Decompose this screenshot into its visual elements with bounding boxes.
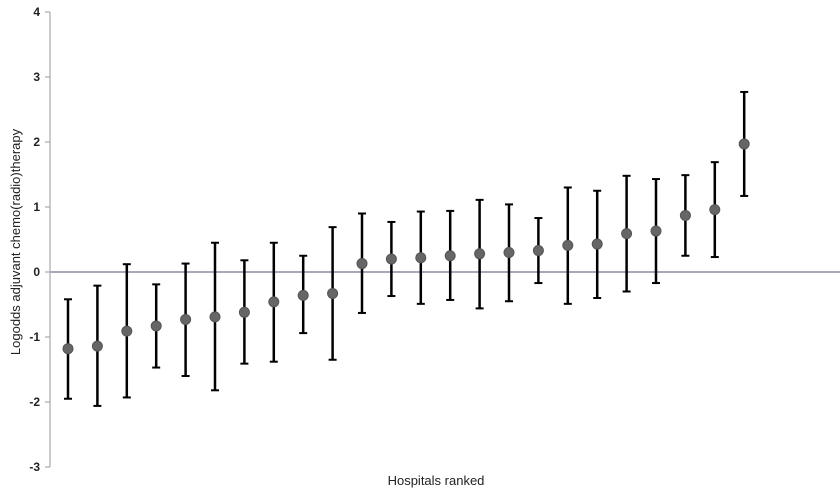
point-estimate [150, 320, 162, 332]
point-estimate [532, 245, 544, 257]
point-estimate [121, 325, 133, 337]
point-estimate [385, 253, 397, 265]
point-estimate [503, 247, 515, 258]
point-estimate [621, 228, 633, 240]
point-estimate [91, 340, 103, 352]
y-tick-label: 1 [33, 200, 40, 214]
y-tick-label: 0 [33, 265, 40, 279]
point-estimates [62, 138, 750, 355]
point-estimate [650, 225, 662, 237]
y-axis-title: Logodds adjuvant chemo(radio)therapy [8, 128, 23, 355]
point-estimate [679, 209, 691, 221]
point-estimate [474, 248, 486, 260]
point-estimate [209, 311, 221, 323]
y-tick-label: -1 [29, 330, 40, 344]
point-estimate [62, 343, 74, 355]
y-tick-label: 2 [33, 135, 40, 149]
point-estimate [180, 313, 192, 325]
point-estimate [356, 258, 368, 270]
point-estimate [268, 296, 280, 308]
point-estimate [738, 138, 750, 150]
point-estimate [562, 239, 574, 251]
point-estimate [415, 252, 427, 264]
y-tick-label: 4 [33, 5, 40, 19]
y-axis: -3 -2 -1 0 1 2 3 4 [29, 5, 51, 474]
point-estimate [591, 238, 603, 250]
point-estimate [444, 250, 456, 262]
x-axis-title: Hospitals ranked [388, 473, 485, 488]
y-tick-label: -3 [29, 460, 40, 474]
point-estimate [238, 306, 250, 318]
point-estimate [297, 289, 309, 301]
y-tick-label: 3 [33, 70, 40, 84]
point-estimate [327, 287, 339, 299]
y-tick-label: -2 [29, 395, 40, 409]
error-bars [64, 90, 749, 407]
point-estimate [709, 204, 721, 216]
